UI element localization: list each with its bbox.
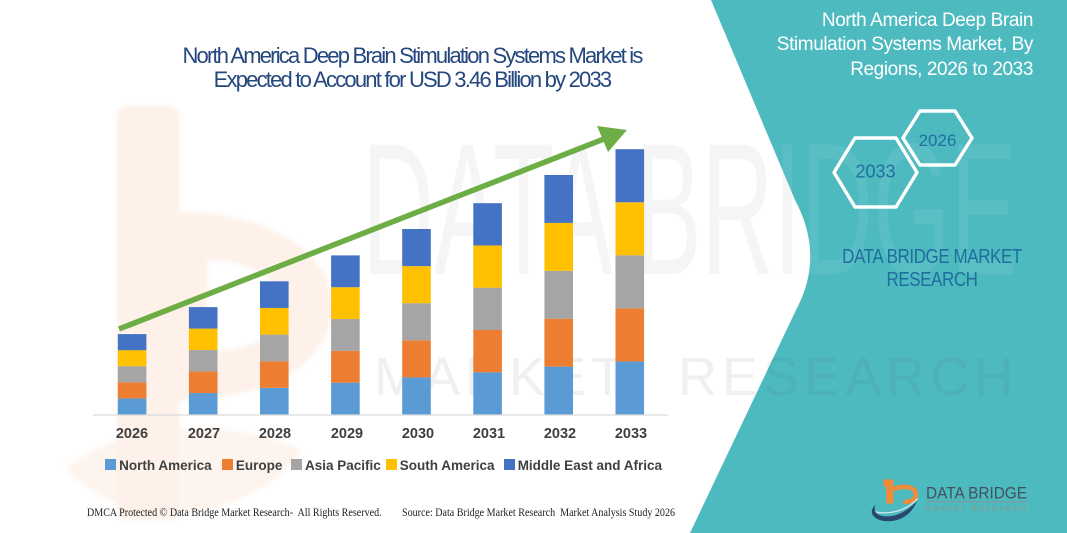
svg-text:2033: 2033 [855, 162, 895, 182]
svg-text:2026: 2026 [919, 131, 957, 150]
svg-text:MARKET RESEARCH: MARKET RESEARCH [926, 504, 1028, 513]
svg-text:DATA BRIDGE: DATA BRIDGE [926, 484, 1027, 503]
